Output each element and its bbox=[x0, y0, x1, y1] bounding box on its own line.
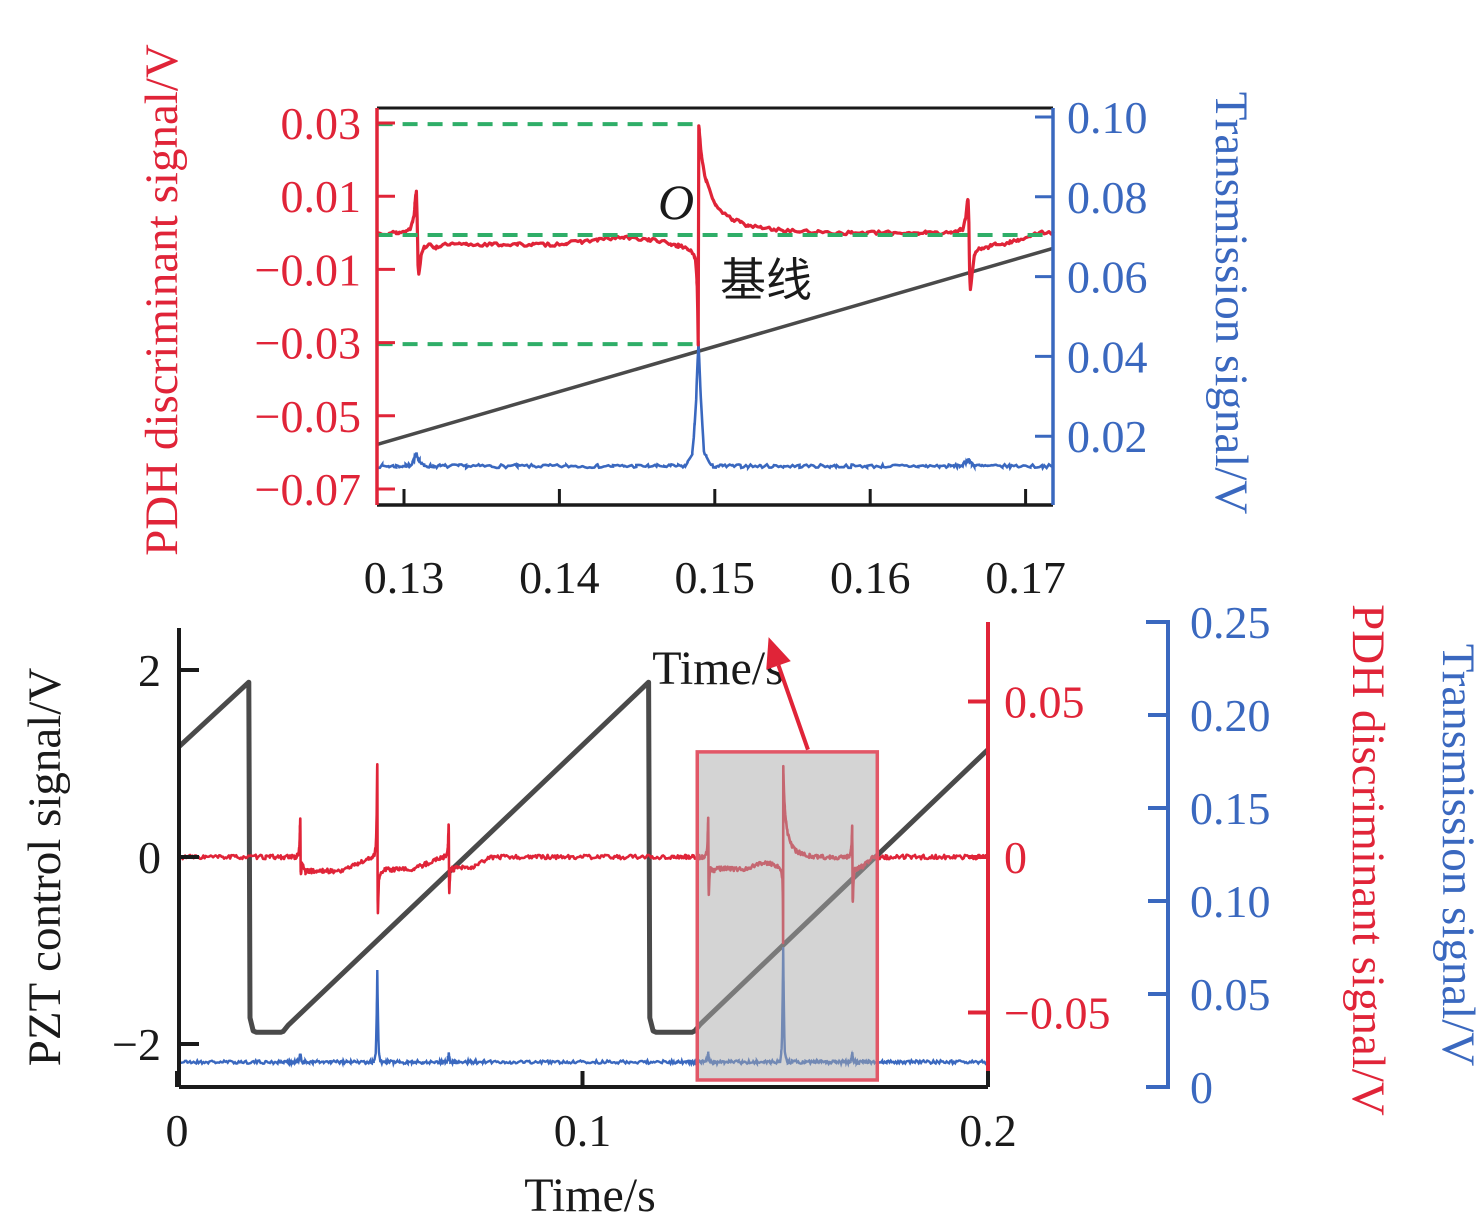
xlabel-top: Time/s bbox=[652, 642, 784, 695]
xlabel-bottom: Time/s bbox=[524, 1169, 656, 1222]
right-tick-label: 0.04 bbox=[1067, 331, 1148, 382]
zoom-region-highlight bbox=[695, 750, 880, 1082]
right-tick-label: 0.06 bbox=[1067, 252, 1148, 303]
pzt-ramp-line-top bbox=[377, 246, 1055, 446]
axis-title-pdh-top: PDH discriminant signal/V bbox=[136, 44, 188, 556]
left-tick-label: −0.07 bbox=[255, 464, 361, 515]
right-tick-label: 0.08 bbox=[1067, 172, 1148, 223]
zoomed-chart-plot-area: 0.03 0.01 −0.01 −0.03 −0.05 −0.07 0.10 0.08 0.06… bbox=[255, 92, 1148, 603]
trans-axis-tick-label: 0.25 bbox=[1190, 597, 1271, 648]
left-tick-label: −0.05 bbox=[255, 391, 361, 442]
zero-crossing-label: O bbox=[658, 174, 694, 230]
axis-title-transmission-top: Transmission signal/V bbox=[1205, 92, 1257, 515]
pdh-axis-tick-label: −0.05 bbox=[1004, 988, 1110, 1039]
transmission-trace-top bbox=[377, 340, 1055, 472]
baseline-label: 基线 bbox=[720, 255, 812, 306]
trans-axis-tick-label: 0.05 bbox=[1190, 969, 1271, 1020]
zoom-arrow-head bbox=[766, 637, 791, 670]
pdh-axis-tick-label: 0.05 bbox=[1004, 677, 1085, 728]
zoom-arrow-line bbox=[776, 664, 810, 751]
x-tick-label: 0.15 bbox=[675, 552, 756, 603]
left-tick-label: 0.03 bbox=[281, 98, 362, 149]
axis-title-transmission-bottom: Transmission signal/V bbox=[1432, 644, 1476, 1067]
x-tick-label-bottom: 0.1 bbox=[554, 1105, 612, 1156]
pzt-tick-label: 0 bbox=[138, 832, 161, 883]
x-tick-label: 0.17 bbox=[985, 552, 1066, 603]
trans-axis-tick-label: 0.15 bbox=[1190, 783, 1271, 834]
pdh-trace-top bbox=[377, 124, 1055, 347]
pzt-tick-label: 2 bbox=[138, 645, 161, 696]
trans-axis-tick-label: 0.20 bbox=[1190, 690, 1271, 741]
x-tick-label: 0.16 bbox=[830, 552, 911, 603]
trans-axis-tick-label: 0.10 bbox=[1190, 876, 1271, 927]
overview-chart: 20−20 0.1 0.20.050−0.050.250.200.150.100.0… bbox=[19, 597, 1476, 1222]
pdh-axis-tick-label: 0 bbox=[1004, 832, 1027, 883]
right-tick-label: 0.02 bbox=[1067, 411, 1148, 462]
right-axis-blue-bracket bbox=[1146, 620, 1170, 1089]
left-tick-label: −0.01 bbox=[255, 244, 361, 295]
axis-title-pzt: PZT control signal/V bbox=[19, 668, 71, 1067]
x-tick-label: 0.14 bbox=[519, 552, 600, 603]
trans-axis-tick-label: 0 bbox=[1190, 1062, 1213, 1113]
left-tick-label: 0.01 bbox=[281, 171, 362, 222]
left-tick-label: −0.03 bbox=[255, 318, 361, 369]
pzt-sawtooth-trace bbox=[177, 679, 990, 1035]
axis-title-pdh-bottom: PDH discriminant signal/V bbox=[1342, 604, 1394, 1116]
x-tick-label-bottom: 0 bbox=[166, 1105, 189, 1156]
zoomed-detail-chart: 0.03 0.01 −0.01 −0.03 −0.05 −0.07 0.10 0.08 0.06… bbox=[136, 44, 1257, 695]
x-tick-label: 0.13 bbox=[364, 552, 445, 603]
overview-chart-plot-area: 20−20 0.1 0.20.050−0.050.250.200.150.100.0… bbox=[112, 597, 1270, 1156]
x-tick-label-bottom: 0.2 bbox=[959, 1105, 1017, 1156]
pzt-tick-label: −2 bbox=[112, 1019, 161, 1070]
right-tick-label: 0.10 bbox=[1067, 92, 1148, 143]
